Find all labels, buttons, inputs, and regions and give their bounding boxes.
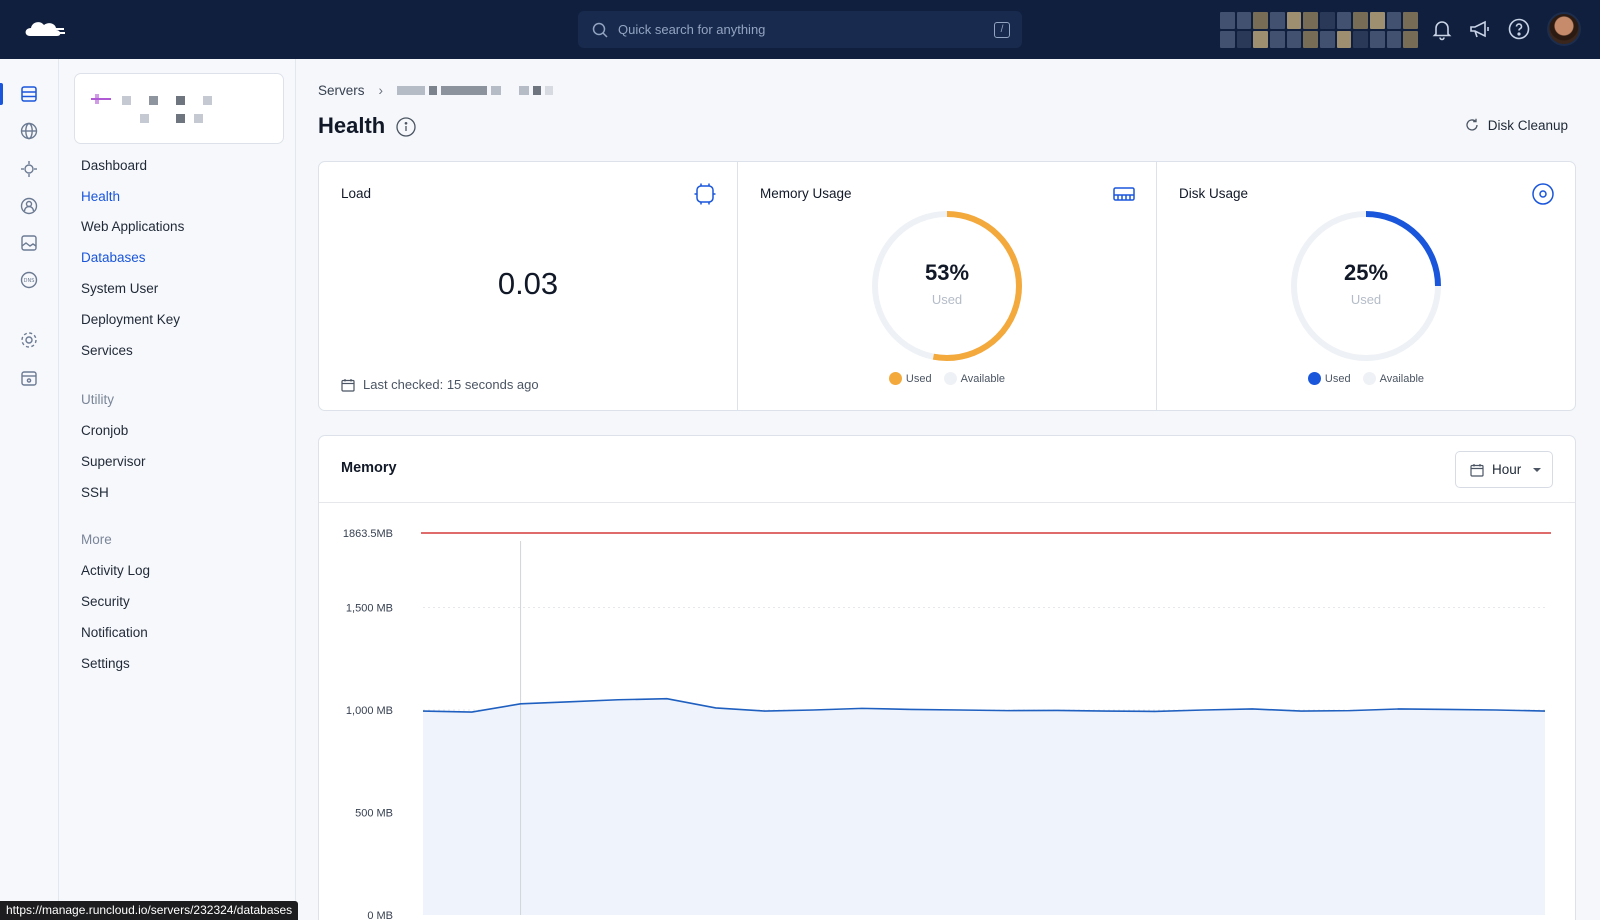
nav-services[interactable]: Services — [81, 343, 133, 358]
cpu-icon — [694, 183, 716, 205]
y-tick-label: 1863.5MB — [343, 528, 393, 540]
search-placeholder: Quick search for anything — [618, 22, 766, 37]
memory-used-arc — [872, 211, 1022, 361]
legend-used: Used — [1307, 372, 1351, 385]
memory-usage-donut: 53% Used — [869, 208, 1025, 364]
memory-chart-panel: Memory Hour 0 MB 500 MB 1,000 MB 1,500 MB 18… — [318, 435, 1576, 920]
nav-supervisor[interactable]: Supervisor — [81, 454, 146, 469]
calendar-icon — [341, 378, 355, 392]
y-tick-label: 1,000 MB — [346, 705, 393, 717]
team-icon[interactable] — [19, 196, 39, 216]
disk-cleanup-button[interactable]: Disk Cleanup — [1464, 117, 1568, 133]
page-title: Health — [318, 113, 386, 138]
nav-system-user[interactable]: System User — [81, 281, 159, 296]
time-range-select[interactable]: Hour — [1455, 451, 1553, 488]
chevron-right-icon: › — [378, 83, 384, 98]
disk-percent: 25% — [1343, 260, 1389, 285]
server-side-nav: Dashboard Health Web Applications Databa… — [59, 59, 296, 920]
health-summary-cards: Load 0.03 Last checked: 15 seconds ago M… — [318, 161, 1576, 411]
calendar-icon — [1470, 463, 1484, 477]
bug-icon[interactable] — [19, 159, 39, 179]
memory-usage-title: Memory Usage — [760, 186, 852, 201]
nav-settings[interactable]: Settings — [81, 656, 130, 671]
disk-usage-card: Disk Usage 25% Used Used Available — [1156, 162, 1575, 410]
last-checked: Last checked: 15 seconds ago — [341, 377, 539, 392]
chevron-down-icon — [1533, 467, 1542, 472]
dns-icon[interactable]: DNS — [19, 270, 39, 290]
megaphone-icon[interactable] — [1468, 17, 1492, 41]
nav-ssh[interactable]: SSH — [81, 485, 109, 500]
gear-icon[interactable] — [19, 330, 39, 350]
legend-available: Available — [1362, 372, 1424, 385]
disk-legend: Used Available — [1157, 372, 1575, 385]
breadcrumb: Servers › — [318, 83, 554, 98]
nav-activity-log[interactable]: Activity Log — [81, 563, 151, 578]
memory-series-line — [422, 697, 1546, 713]
search-shortcut-key: / — [994, 22, 1010, 38]
legend-used: Used — [888, 372, 932, 385]
bell-icon[interactable] — [1430, 17, 1454, 41]
y-tick-label: 500 MB — [355, 808, 393, 820]
info-icon[interactable] — [396, 117, 416, 137]
nav-section-utility: Utility — [81, 392, 114, 407]
nav-health[interactable]: Health — [81, 189, 121, 204]
memory-percent: 53% — [924, 260, 970, 285]
nav-dashboard[interactable]: Dashboard — [81, 158, 148, 173]
server-provider-icon — [91, 94, 111, 104]
servers-icon[interactable] — [19, 84, 39, 104]
memory-area-fill — [423, 698, 1545, 915]
memory-chart-header: Memory Hour — [319, 436, 1575, 503]
runcloud-logo-icon[interactable] — [22, 16, 66, 42]
memory-legend: Used Available — [738, 372, 1156, 385]
account-switcher-redacted[interactable] — [1220, 12, 1418, 48]
load-value: 0.03 — [497, 266, 559, 301]
nav-cronjob[interactable]: Cronjob — [81, 423, 129, 438]
disk-cleanup-label: Disk Cleanup — [1487, 117, 1568, 133]
breadcrumb-server-name-redacted[interactable] — [397, 86, 554, 95]
memory-chart-title: Memory — [341, 460, 397, 476]
icon-rail: DNS — [0, 59, 59, 920]
nav-notification[interactable]: Notification — [81, 625, 148, 640]
memory-usage-card: Memory Usage 53% Used Used Available — [737, 162, 1156, 410]
legend-available: Available — [943, 372, 1005, 385]
nav-security[interactable]: Security — [81, 594, 130, 609]
nav-web-applications[interactable]: Web Applications — [81, 219, 185, 234]
memory-module-icon — [1113, 187, 1135, 201]
disk-usage-title: Disk Usage — [1179, 186, 1249, 201]
main-content: Servers › Health Disk Cleanup Load — [296, 59, 1600, 920]
globe-icon[interactable] — [19, 121, 39, 141]
breadcrumb-servers[interactable]: Servers — [318, 83, 365, 98]
status-bar-url: https://manage.runcloud.io/servers/23232… — [0, 901, 299, 920]
last-checked-text: Last checked: 15 seconds ago — [363, 377, 539, 392]
server-selector-redacted[interactable] — [74, 73, 284, 144]
rail-active-indicator — [0, 83, 3, 105]
y-tick-label: 1,500 MB — [346, 603, 393, 615]
user-avatar[interactable] — [1547, 12, 1581, 46]
disk-icon — [1532, 183, 1554, 205]
disk-used-arc — [1291, 211, 1441, 361]
nav-databases[interactable]: Databases — [81, 250, 146, 265]
nav-deployment-key[interactable]: Deployment Key — [81, 312, 181, 327]
image-box-icon[interactable] — [19, 233, 39, 253]
refresh-icon — [1466, 118, 1478, 131]
search-icon — [592, 22, 608, 38]
load-title: Load — [341, 186, 372, 201]
disk-used-caption: Used — [1350, 292, 1382, 307]
top-bar: Quick search for anything / — [0, 0, 1600, 59]
disk-usage-donut: 25% Used — [1288, 208, 1444, 364]
help-icon[interactable] — [1507, 17, 1531, 41]
time-range-value: Hour — [1492, 462, 1522, 477]
archive-icon[interactable] — [19, 368, 39, 388]
memory-used-caption: Used — [931, 292, 963, 307]
nav-section-more: More — [81, 532, 112, 547]
search-input[interactable]: Quick search for anything / — [578, 11, 1022, 48]
y-tick-label: 0 MB — [367, 910, 393, 920]
load-card: Load 0.03 Last checked: 15 seconds ago — [319, 162, 737, 410]
svg-text:DNS: DNS — [24, 278, 35, 284]
